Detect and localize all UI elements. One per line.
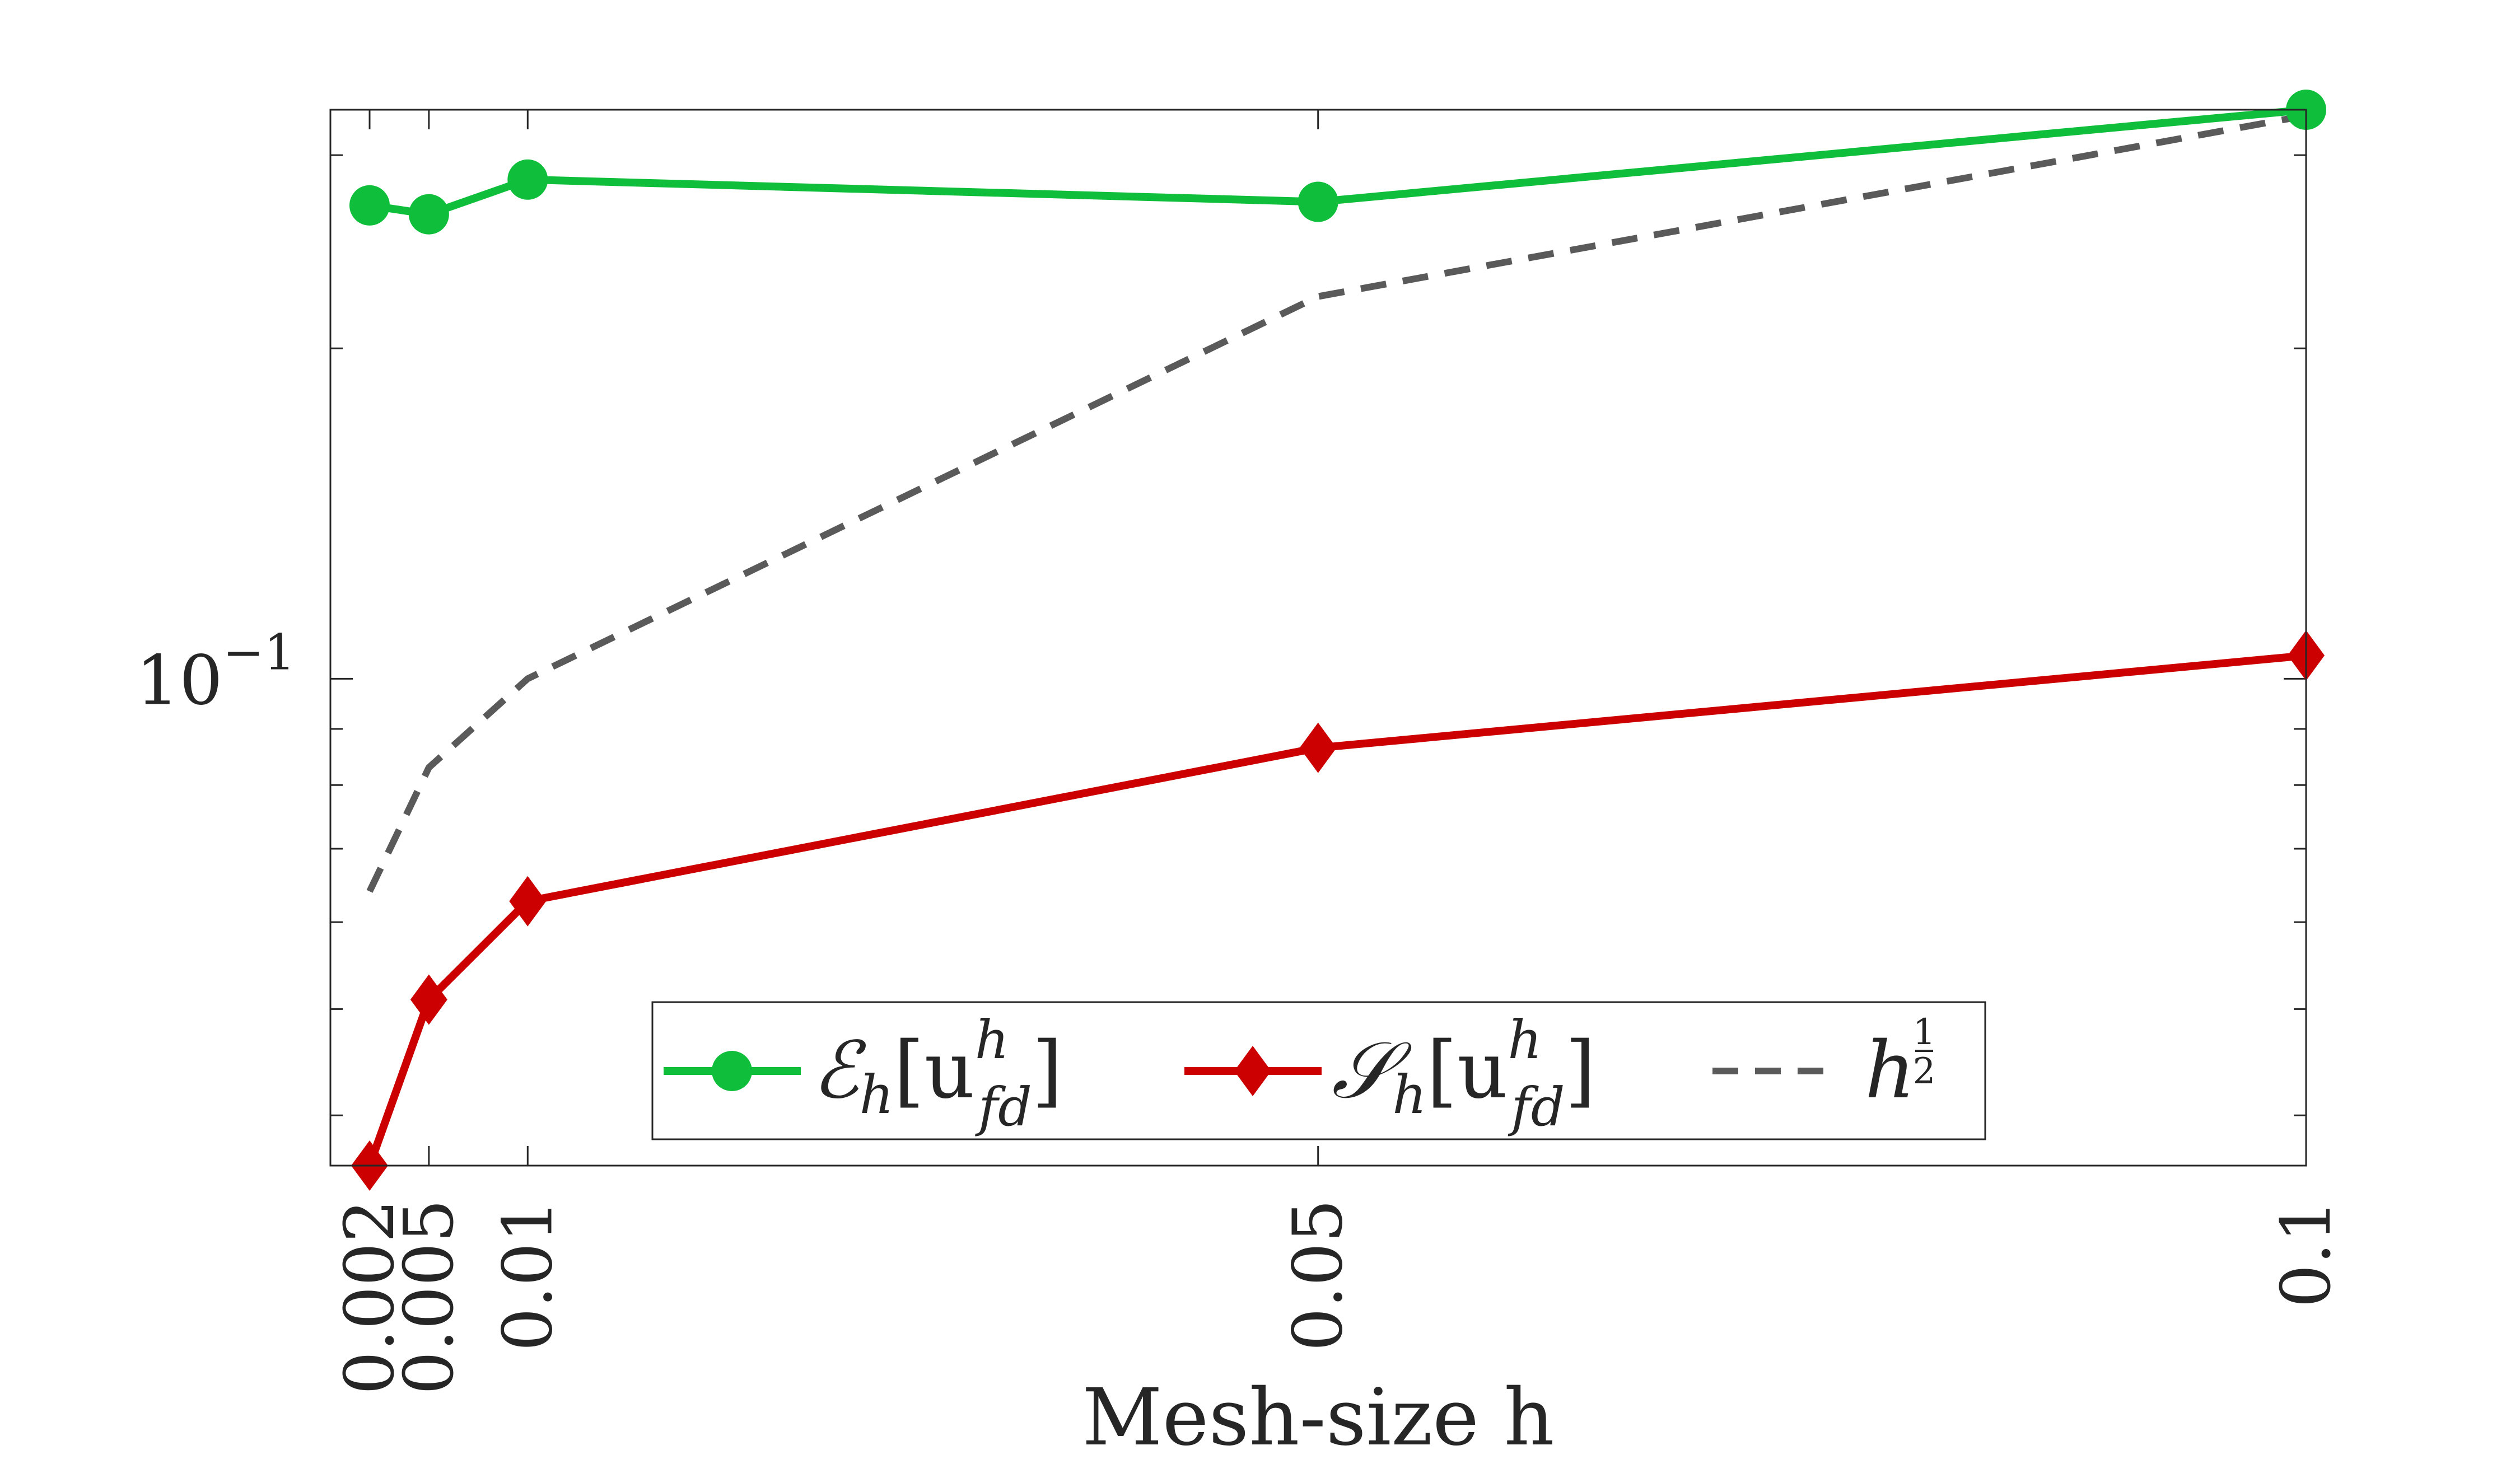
series-line-2 [366, 112, 2307, 893]
legend: ℰh[uh fd] 𝒮h[uh fd] h 1 2 [651, 1001, 1986, 1140]
legend-label-stability: 𝒮h[uh fd] [1332, 1009, 1595, 1138]
x-tick-label: 0.005 [389, 1199, 469, 1395]
x-tick-label: 0.05 [1278, 1199, 1358, 1351]
legend-marker-diamond [1234, 1046, 1271, 1096]
y-tick-labels: 10−1 [136, 623, 296, 720]
legend-stability-subscript-fd: fd [1508, 1077, 1565, 1138]
data-point-circle [349, 185, 390, 226]
legend-reference-exponent-numerator: 1 [1913, 1012, 1936, 1053]
legend-energy-superscript: h [975, 1009, 1009, 1071]
legend-stability-superscript: h [1508, 1009, 1542, 1071]
x-tick-label: 0.1 [2266, 1199, 2346, 1308]
x-tick-label: 0.002 [330, 1199, 409, 1395]
legend-energy-close: ] [1032, 1025, 1063, 1116]
legend-reference-exponent-denominator: 2 [1913, 1051, 1936, 1092]
y-tick-label: 10−1 [136, 623, 296, 720]
legend-reference-base: h [1865, 1025, 1915, 1116]
legend-energy-symbol: ℰ [812, 1025, 866, 1116]
legend-energy-bracket: [u [894, 1025, 975, 1116]
data-point-circle [507, 159, 548, 200]
x-tick-label: 0.01 [488, 1199, 567, 1351]
legend-label-reference: h [1865, 1025, 1915, 1116]
legend-stability-subscript: h [1392, 1064, 1426, 1126]
data-point-diamond [410, 974, 447, 1025]
y-tick-label-exponent: −1 [223, 623, 296, 681]
legend-stability-bracket: [u [1427, 1025, 1508, 1116]
data-point-diamond [509, 876, 547, 927]
data-point-circle [408, 194, 449, 235]
x-axis-label: Mesh-size h [1082, 1372, 1554, 1463]
series-group [349, 90, 2326, 1191]
legend-marker-circle [712, 1051, 752, 1091]
plot-area-frame [329, 109, 2307, 1167]
data-point-circle [1298, 181, 1338, 222]
legend-energy-subscript: h [860, 1064, 894, 1126]
data-point-diamond [1299, 722, 1337, 773]
legend-label-energy: ℰh[uh fd] [812, 1009, 1063, 1138]
y-tick-label-base: 10 [136, 640, 223, 720]
legend-stability-close: ] [1565, 1025, 1596, 1116]
legend-energy-subscript-fd: fd [975, 1077, 1032, 1138]
